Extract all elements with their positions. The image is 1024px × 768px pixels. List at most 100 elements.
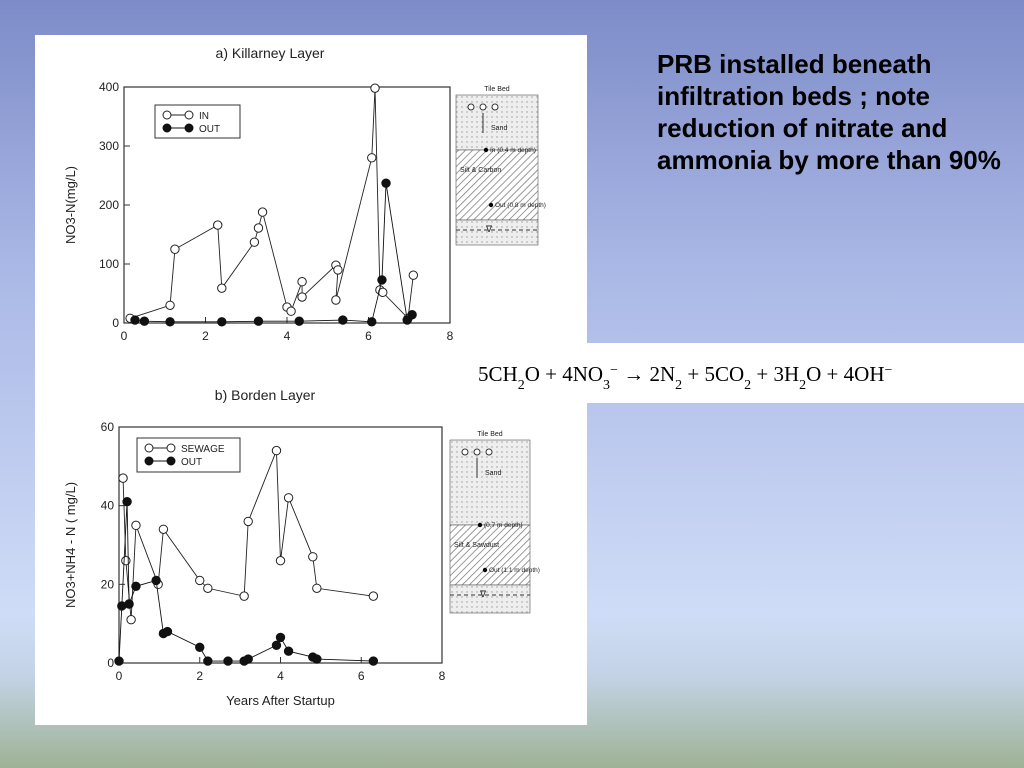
x-tick-label: 2 [202,329,209,343]
legend-label: SEWAGE [181,444,225,455]
slide-text: PRB installed beneath infiltration beds … [657,49,1001,175]
data-point [367,317,377,327]
data-point [195,575,205,586]
data-point [294,316,304,326]
y-tick-label: 400 [99,80,119,94]
data-point [368,591,379,601]
x-tick-label: 4 [284,329,291,343]
data-point [286,306,296,316]
data-point [126,615,136,625]
equation: 5CH2O + 4NO3− → 2N2 + 5CO2 + 3H2O + 4OH− [478,362,892,393]
data-point [243,654,253,664]
data-point [121,556,131,566]
data-point [367,153,377,163]
legend-marker [162,110,172,120]
data-point [312,583,322,593]
pipe [473,448,481,456]
y-tick-label: 0 [107,656,114,670]
legend-marker [166,456,176,466]
data-point [124,599,134,609]
lower-layer [449,584,531,614]
x-tick-label: 8 [439,669,446,683]
pipe [491,103,499,111]
equation-part: O + 4OH [806,362,884,386]
legend-marker [184,110,194,120]
data-point [333,265,343,275]
legend-label: OUT [199,124,220,135]
data-point [283,646,294,656]
pipe [485,448,493,456]
data-point [249,237,260,247]
data-point [253,223,264,233]
data-point [131,581,141,591]
data-point [407,310,417,320]
legend-marker [162,123,172,133]
y-tick-label: 300 [99,139,119,153]
x-axis-label: Years After Startup [226,693,335,708]
data-point [131,520,141,531]
equation-box: 5CH2O + 4NO3− → 2N2 + 5CO2 + 3H2O + 4OH− [470,343,1024,403]
y-tick-label: 60 [101,420,115,434]
data-point [368,656,379,666]
data-point [243,516,253,527]
port [482,567,488,573]
data-point [271,640,282,650]
legend-marker [166,443,176,453]
data-point [331,295,341,305]
equation-part: → 2N [618,362,675,386]
equation-part: 5CH [478,362,518,386]
data-point [195,642,205,652]
legend-box [136,437,241,473]
legend-marker [184,123,194,133]
chart-title: b) Borden Layer [215,387,316,403]
pipe [461,448,469,456]
data-point [275,556,286,566]
equation-part: − [884,363,892,378]
port [488,202,494,208]
x-tick-label: 0 [121,329,128,343]
data-point [223,656,233,666]
x-tick-label: 6 [365,329,372,343]
y-tick-label: 200 [99,198,119,212]
equation-part: − [610,363,618,378]
x-tick-label: 8 [447,329,454,343]
data-point [312,654,322,664]
legend-marker [144,443,154,453]
schematic-label: Silt & Carbon [460,167,501,174]
data-point [377,275,387,285]
data-point [213,220,223,230]
schematic-label: Out (1.1 m depth) [489,567,540,574]
data-point [203,583,213,593]
equation-part: + 3H [751,362,799,386]
equation-part: + 5CO [682,362,744,386]
schematic-label: In (0.4 m depth) [490,147,536,154]
y-axis-label: NO3+NH4 - N ( mg/L) [63,482,78,608]
data-point [297,292,307,302]
data-point [275,632,286,643]
water-table: ∇ [479,589,487,599]
schematic-label: Sand [485,470,501,477]
schematic-label: Tile Bed [484,86,510,93]
data-point [158,524,169,534]
lower-layer [455,219,539,246]
data-point [114,656,124,666]
water-table: ∇ [485,224,493,234]
equation-part: O + 4NO [525,362,603,386]
silt-layer [449,524,531,586]
chart-title: a) Killarney Layer [216,45,325,61]
equation-part: 2 [675,378,682,393]
x-tick-label: 0 [116,669,123,683]
y-tick-label: 40 [101,499,115,513]
silt-layer [455,149,539,221]
data-point [151,575,161,586]
schematic-label: Sand [491,125,507,132]
data-point [139,316,150,326]
data-point [338,315,348,325]
data-point [253,316,264,326]
y-tick-label: 20 [101,577,115,591]
equation-part: 2 [799,378,806,393]
equation-part: 2 [518,378,525,393]
data-point [271,445,282,456]
